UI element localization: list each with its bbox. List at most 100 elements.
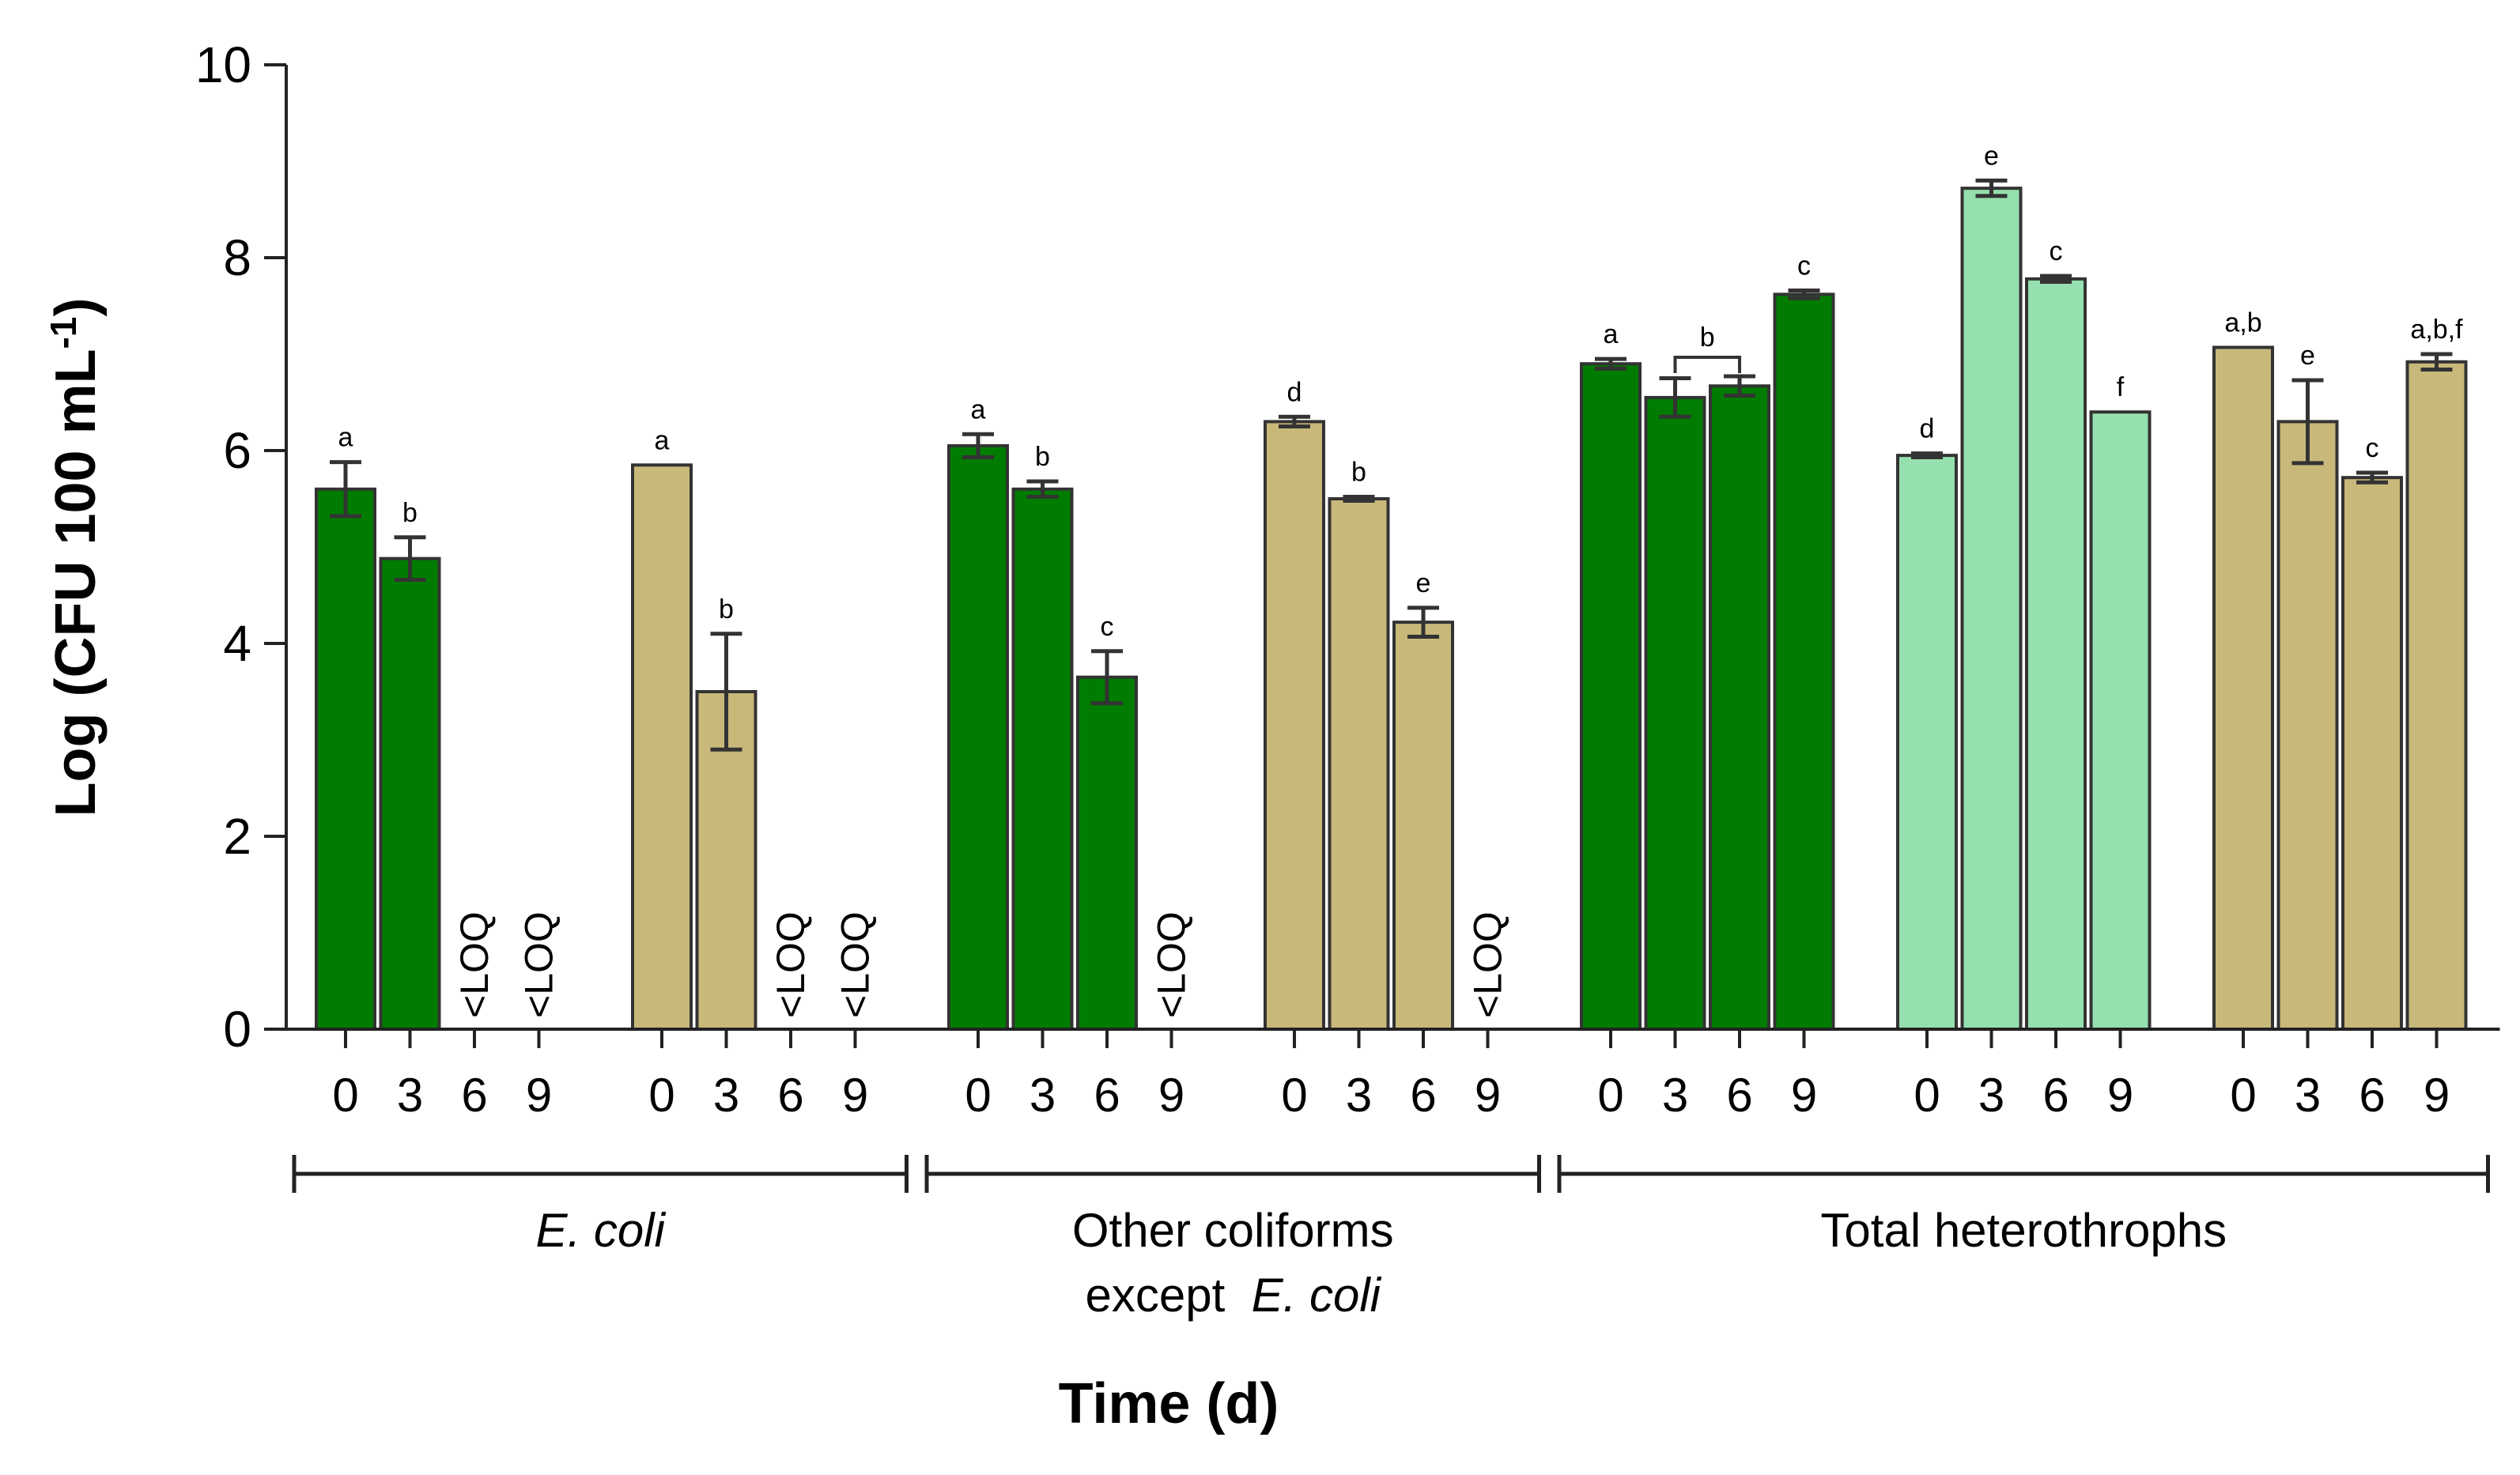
- bar: [315, 487, 376, 1031]
- x-axis-title: Time (d): [1059, 1372, 1279, 1435]
- group-label: Total heterothrophs: [1820, 1204, 2227, 1257]
- x-tick-label: 0: [648, 1069, 674, 1122]
- group-label: E. coli: [536, 1204, 667, 1257]
- bar: [1328, 497, 1390, 1031]
- significance-label: e: [1416, 568, 1431, 598]
- y-tick-label: 8: [223, 229, 251, 286]
- x-tick-label: 3: [1662, 1069, 1688, 1122]
- bar: [2405, 360, 2468, 1031]
- x-tick-label: 6: [1726, 1069, 1752, 1122]
- significance-label: a,b: [2224, 307, 2261, 338]
- bar-subgroup: a b <LOQ <LOQ: [315, 423, 561, 1031]
- significance-label: f: [2117, 372, 2125, 402]
- bar-subgroup: a c b: [1580, 251, 1835, 1031]
- significance-label: c: [1101, 612, 1114, 642]
- bar-subgroup: a b c <LOQ: [947, 394, 1194, 1031]
- significance-label: a: [971, 394, 986, 424]
- group-label-italic: E. coli: [1252, 1269, 1382, 1322]
- x-tick-label: 0: [1914, 1069, 1940, 1122]
- loq-label: <LOQ: [769, 911, 813, 1018]
- y-tick-label: 0: [223, 1001, 251, 1058]
- bar: [1773, 292, 1835, 1031]
- group-label-text: except: [1085, 1269, 1251, 1322]
- bar-subgroup: a,b e c a,b,f: [2212, 307, 2468, 1031]
- bar: [1896, 454, 1958, 1031]
- group-label: Other coliforms: [1072, 1204, 1394, 1257]
- significance-label: d: [1920, 414, 1935, 444]
- bar: [1709, 384, 1770, 1031]
- y-axis: 0 2 4 6 8 10: [195, 36, 288, 1058]
- significance-label: a: [1604, 319, 1619, 349]
- loq-label: <LOQ: [1150, 911, 1194, 1018]
- significance-label: c: [2050, 236, 2063, 266]
- loq-label: <LOQ: [833, 911, 878, 1018]
- y-axis-title: Log (CFU 100 mL-1): [43, 298, 108, 817]
- bar: [947, 443, 1009, 1031]
- x-tick-label: 9: [1158, 1069, 1184, 1122]
- y-axis-title-superscript: -1: [43, 317, 84, 349]
- x-tick-label: 6: [2359, 1069, 2385, 1122]
- loq-label: <LOQ: [517, 911, 561, 1018]
- significance-label: b: [1035, 442, 1050, 472]
- bar: [695, 690, 758, 1031]
- bar: [1392, 621, 1454, 1031]
- x-tick-label: 9: [2107, 1069, 2133, 1122]
- bar-series: a b <LOQ <LOQ a b <LOQ <LOQ a b c <LOQ d b e <LOQ a c b d e c…: [315, 141, 2468, 1031]
- x-tick-label: 6: [1094, 1069, 1120, 1122]
- x-tick-label: 0: [1597, 1069, 1623, 1122]
- group-bracket: E. coli: [292, 1155, 909, 1257]
- loq-label: <LOQ: [1466, 911, 1510, 1018]
- significance-label: a: [655, 425, 670, 455]
- significance-label: a,b,f: [2410, 315, 2463, 345]
- bar-subgroup: a b <LOQ <LOQ: [631, 425, 878, 1031]
- bar: [1076, 675, 1138, 1031]
- significance-bracket: [1673, 356, 1741, 374]
- y-tick-label: 6: [223, 422, 251, 479]
- x-tick-label: 9: [1791, 1069, 1817, 1122]
- x-tick-label: 3: [1978, 1069, 2004, 1122]
- x-tick-label: 0: [332, 1069, 358, 1122]
- significance-label: b: [1700, 323, 1715, 353]
- bar-subgroup: d b e <LOQ: [1264, 377, 1510, 1031]
- bar: [1580, 362, 1642, 1031]
- bar: [1264, 420, 1325, 1031]
- x-tick-label: 0: [965, 1069, 991, 1122]
- bar: [1644, 395, 1706, 1031]
- x-tick-label: 0: [2230, 1069, 2256, 1122]
- x-tick-label: 6: [2042, 1069, 2069, 1122]
- y-tick-label: 4: [223, 615, 251, 672]
- y-tick-label: 2: [223, 808, 251, 865]
- bar: [2341, 476, 2403, 1031]
- significance-label: e: [2300, 341, 2315, 371]
- group-bracket: Other coliforms except E. coli: [924, 1155, 1541, 1322]
- x-tick-label: 9: [842, 1069, 868, 1122]
- group-bracket: Total heterothrophs: [1557, 1155, 2490, 1257]
- x-tick-label: 3: [1346, 1069, 1372, 1122]
- bar-subgroup: d e c f: [1896, 141, 2152, 1031]
- x-tick-label: 9: [1475, 1069, 1501, 1122]
- bar: [2025, 277, 2087, 1031]
- x-tick-label: 3: [1030, 1069, 1056, 1122]
- y-tick-label: 10: [195, 36, 251, 93]
- significance-label: b: [1351, 458, 1366, 488]
- group-label: except E. coli: [1085, 1269, 1381, 1322]
- significance-label: e: [1984, 141, 1999, 171]
- significance-label: b: [719, 594, 734, 624]
- loq-label: <LOQ: [452, 911, 497, 1018]
- x-tick-label: 3: [397, 1069, 423, 1122]
- x-tick-label: 3: [713, 1069, 739, 1122]
- bar: [379, 556, 441, 1031]
- y-axis-title-close: ): [44, 298, 108, 317]
- bar: [2089, 410, 2152, 1031]
- x-tick-label: 6: [461, 1069, 487, 1122]
- bar: [2276, 420, 2339, 1031]
- significance-label: d: [1287, 377, 1302, 407]
- significance-label: c: [2366, 433, 2379, 463]
- bar: [1011, 487, 1074, 1031]
- group-brackets: E. coli Other coliforms except E. coli Tota…: [292, 1155, 2490, 1322]
- significance-label: b: [402, 498, 417, 528]
- x-tick-label: 0: [1281, 1069, 1307, 1122]
- x-tick-label: 9: [2424, 1069, 2450, 1122]
- bar: [1960, 187, 2023, 1031]
